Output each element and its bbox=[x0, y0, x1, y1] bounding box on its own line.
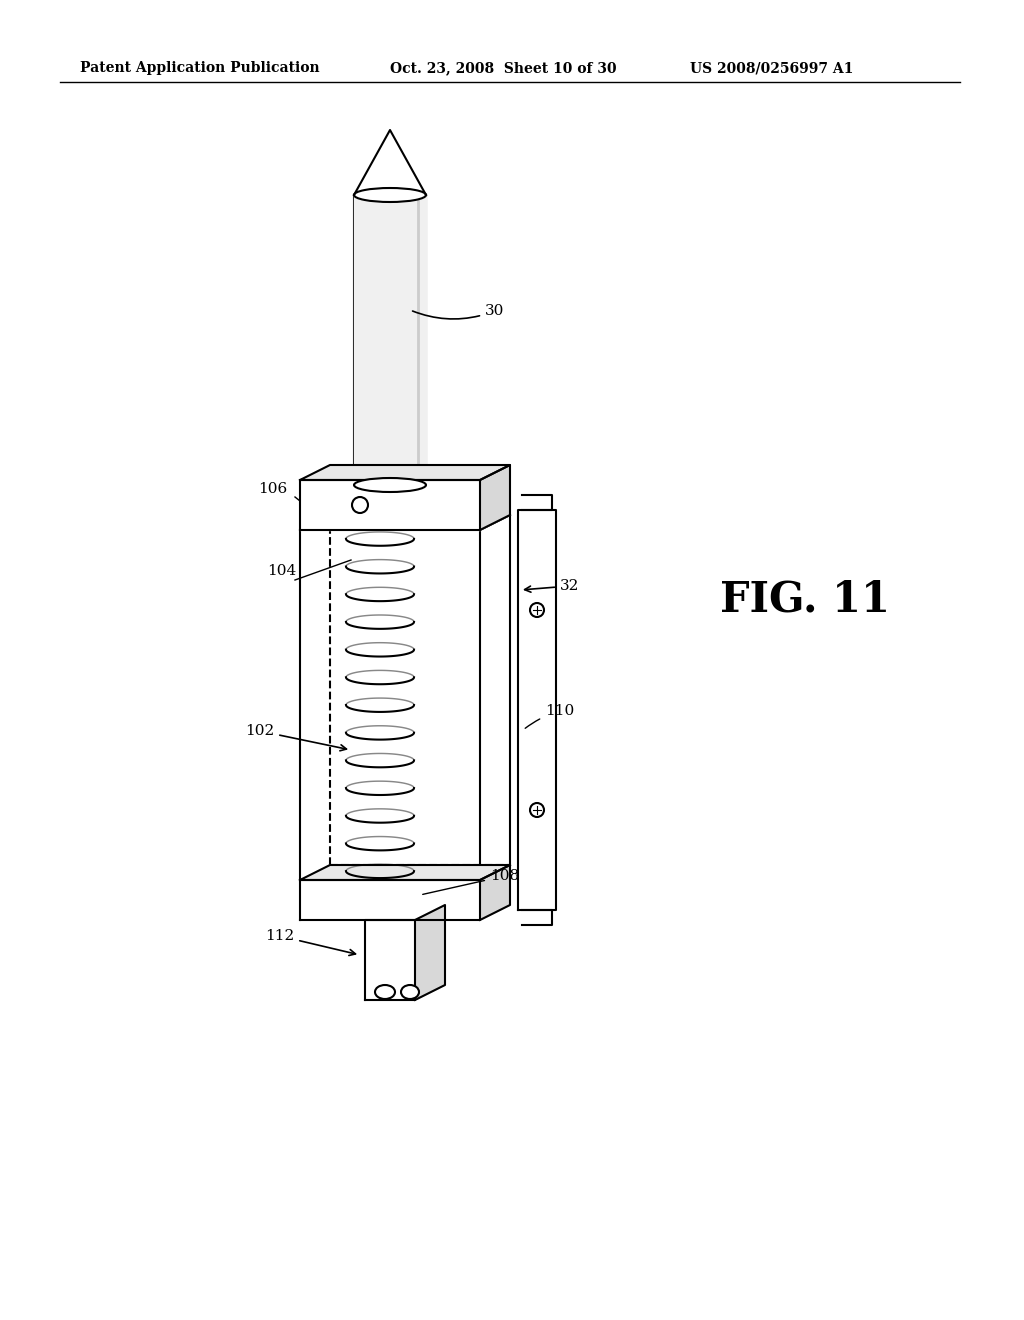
Polygon shape bbox=[522, 495, 552, 510]
Text: US 2008/0256997 A1: US 2008/0256997 A1 bbox=[690, 61, 853, 75]
Text: 32: 32 bbox=[524, 579, 580, 593]
Polygon shape bbox=[518, 510, 556, 909]
Text: FIG. 11: FIG. 11 bbox=[720, 579, 890, 620]
Ellipse shape bbox=[375, 985, 395, 999]
Bar bbox=[354, 195, 426, 484]
Polygon shape bbox=[480, 865, 510, 920]
Text: 104: 104 bbox=[267, 564, 296, 578]
Ellipse shape bbox=[354, 478, 426, 492]
Text: Oct. 23, 2008  Sheet 10 of 30: Oct. 23, 2008 Sheet 10 of 30 bbox=[390, 61, 616, 75]
Text: 102: 102 bbox=[245, 723, 346, 751]
Text: 112: 112 bbox=[265, 929, 355, 956]
Ellipse shape bbox=[354, 187, 426, 202]
Text: 110: 110 bbox=[525, 704, 574, 729]
Polygon shape bbox=[365, 920, 415, 1001]
Polygon shape bbox=[480, 465, 510, 531]
Ellipse shape bbox=[401, 985, 419, 999]
Polygon shape bbox=[300, 865, 510, 880]
Text: 106: 106 bbox=[258, 482, 288, 496]
Polygon shape bbox=[300, 480, 480, 531]
Text: 108: 108 bbox=[423, 869, 519, 895]
Text: 30: 30 bbox=[413, 304, 505, 319]
Text: Patent Application Publication: Patent Application Publication bbox=[80, 61, 319, 75]
Polygon shape bbox=[522, 909, 552, 925]
Polygon shape bbox=[300, 880, 480, 920]
Polygon shape bbox=[300, 465, 510, 480]
Polygon shape bbox=[354, 129, 426, 195]
Polygon shape bbox=[415, 906, 445, 1001]
